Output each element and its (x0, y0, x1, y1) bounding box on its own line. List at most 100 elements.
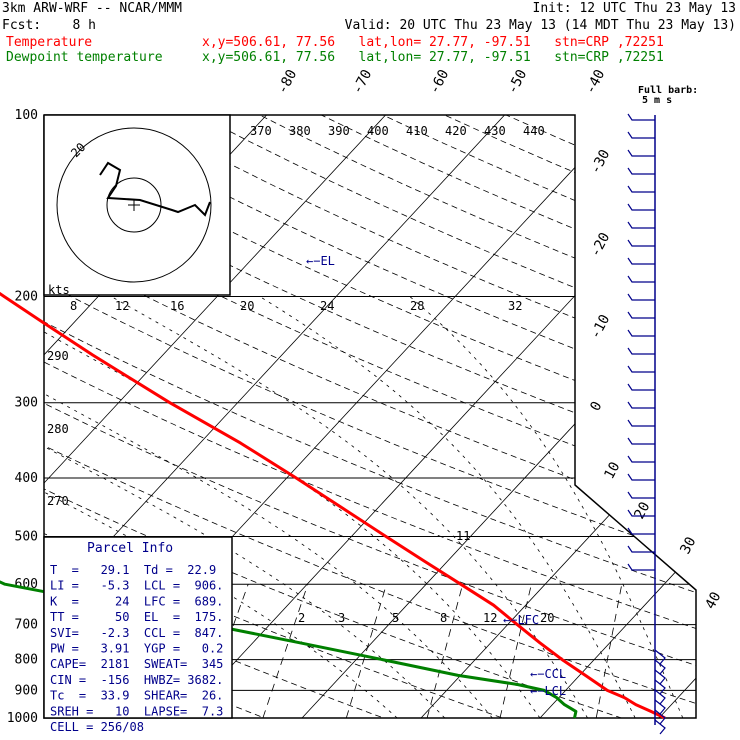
wind-barb (627, 545, 655, 553)
mixing-ratio-label: 16 (170, 299, 184, 313)
mixing-ratio-label: 12 (483, 611, 497, 625)
pressure-tick-label: 100 (15, 108, 38, 123)
hodograph-outer-ring (56, 127, 212, 283)
init-time: Init: 12 UTC Thu 23 May 13 (532, 1, 737, 16)
mixing-ratio-line (345, 584, 387, 718)
wind-barb (627, 167, 655, 175)
pressure-tick-label: 400 (15, 471, 38, 486)
wind-barb (627, 113, 655, 121)
moist-adiabat (44, 296, 493, 718)
dry-adiabat (44, 115, 419, 718)
theta-label: 380 (289, 124, 311, 138)
wind-barb (654, 669, 666, 685)
dry-adiabat (44, 115, 696, 718)
isotherm-tick-label: 20 (631, 499, 653, 521)
wind-barb (627, 455, 655, 463)
parcel-info-row: SVI= -2.3 CCL = 847. (50, 626, 223, 640)
wind-barb (627, 275, 655, 283)
isotherm-line (44, 115, 386, 718)
dewpoint-profile-line (0, 580, 578, 719)
dewpoint-legend: Dewpoint temperature (6, 50, 163, 65)
isotherm-tick-label: -10 (587, 312, 613, 342)
pressure-tick-label: 800 (15, 653, 38, 668)
mixing-ratio-label: 28 (410, 299, 424, 313)
parcel-info-row: CELL = 256/08 (50, 720, 144, 734)
mixing-ratio-label: 8 (440, 611, 447, 625)
dry-adiabat (259, 115, 696, 718)
parcel-info-row: SREH = 10 LAPSE= 7.3 (50, 704, 223, 718)
dewpoint-location: x,y=506.61, 77.56 lat,lon= 27.77, -97.51… (202, 50, 664, 65)
valid-time: Valid: 20 UTC Thu 23 May 13 (14 MDT Thu … (344, 18, 736, 33)
pressure-tick-label: 200 (15, 290, 38, 305)
parcel-info-row: LI = -5.3 LCL = 906. (50, 579, 223, 593)
wind-barb (627, 401, 655, 409)
parcel-level-label: ←−CCL (530, 667, 566, 681)
mixing-ratio-line (499, 584, 532, 718)
theta-label: 420 (445, 124, 467, 138)
isotherm-tick-label: -40 (582, 67, 608, 97)
pressure-tick-label: 700 (15, 618, 38, 633)
mixing-ratio-line (595, 584, 623, 718)
wind-barb (627, 257, 655, 265)
theta-label: 400 (367, 124, 389, 138)
mixing-ratio-line (426, 584, 464, 718)
theta-label: 430 (484, 124, 506, 138)
wind-barb (627, 563, 655, 571)
theta-label: 270 (47, 494, 69, 508)
wind-barb (654, 649, 666, 665)
pressure-tick-label: 300 (15, 396, 38, 411)
hodograph-unit-label: kts (48, 283, 70, 297)
isotherm-tick-label: -80 (274, 67, 300, 97)
forecast-hour: Fcst: 8 h (2, 18, 96, 33)
wind-barb (654, 689, 666, 705)
wind-barb (627, 149, 655, 157)
isotherm-line (539, 115, 696, 718)
barb-legend-line2: 5 m s (642, 95, 672, 106)
pressure-tick-label: 900 (15, 683, 38, 698)
mixing-ratio-label: 3 (338, 611, 345, 625)
temperature-profile-line (0, 291, 666, 720)
isotherm-tick-label: -50 (504, 67, 530, 97)
mixing-ratio-line (262, 584, 309, 718)
parcel-info-row: T = 29.1 Td = 22.9 (50, 563, 216, 577)
wind-barb (627, 419, 655, 427)
theta-label: 290 (47, 349, 69, 363)
isotherm-tick-label: -20 (587, 230, 613, 260)
moist-adiabat (44, 296, 398, 718)
parcel-info-row: Tc = 33.9 SHEAR= 26. (50, 689, 223, 703)
parcel-info-title: Parcel Info (87, 541, 173, 556)
wind-barb (654, 709, 666, 725)
wind-barb (627, 383, 655, 391)
isotherm-tick-label: 0 (587, 399, 605, 414)
wind-barb (627, 437, 655, 445)
mixing-ratio-label: 2 (298, 611, 305, 625)
wind-barb (627, 347, 655, 355)
wind-barb (654, 679, 666, 695)
hodograph-trace (99, 161, 211, 217)
mixing-ratio-label: 12 (115, 299, 129, 313)
model-title: 3km ARW-WRF -- NCAR/MMM (2, 1, 183, 16)
mixing-ratio-label: 11 (456, 529, 470, 543)
pressure-tick-label: 500 (15, 529, 38, 544)
parcel-level-label: ←−LFC (503, 613, 539, 627)
wind-barb (627, 491, 655, 499)
wind-barb (627, 293, 655, 301)
mixing-ratio-label: 5 (392, 611, 399, 625)
parcel-info-row: TT = 50 EL = 175. (50, 610, 223, 624)
parcel-info-box: Parcel Info T = 29.1 Td = 22.9 LI = -5.3 L… (43, 536, 233, 734)
wind-barb (627, 311, 655, 319)
theta-label: 440 (523, 124, 545, 138)
dry-adiabat (505, 115, 696, 718)
wind-barb (627, 509, 655, 517)
dry-adiabat (44, 115, 696, 718)
mixing-ratio-label: 20 (240, 299, 254, 313)
parcel-info-row: K = 24 LFC = 689. (50, 594, 223, 608)
isotherm-line (658, 115, 696, 718)
isotherm-tick-label: -30 (587, 147, 613, 177)
dry-adiabat (321, 115, 696, 718)
moist-adiabat (259, 296, 636, 718)
parcel-level-label: ←−LCL (530, 684, 566, 698)
temperature-location: x,y=506.61, 77.56 lat,lon= 27.77, -97.51… (202, 35, 664, 50)
mixing-ratio-label: 8 (70, 299, 77, 313)
isotherm-tick-label: -60 (426, 67, 452, 97)
